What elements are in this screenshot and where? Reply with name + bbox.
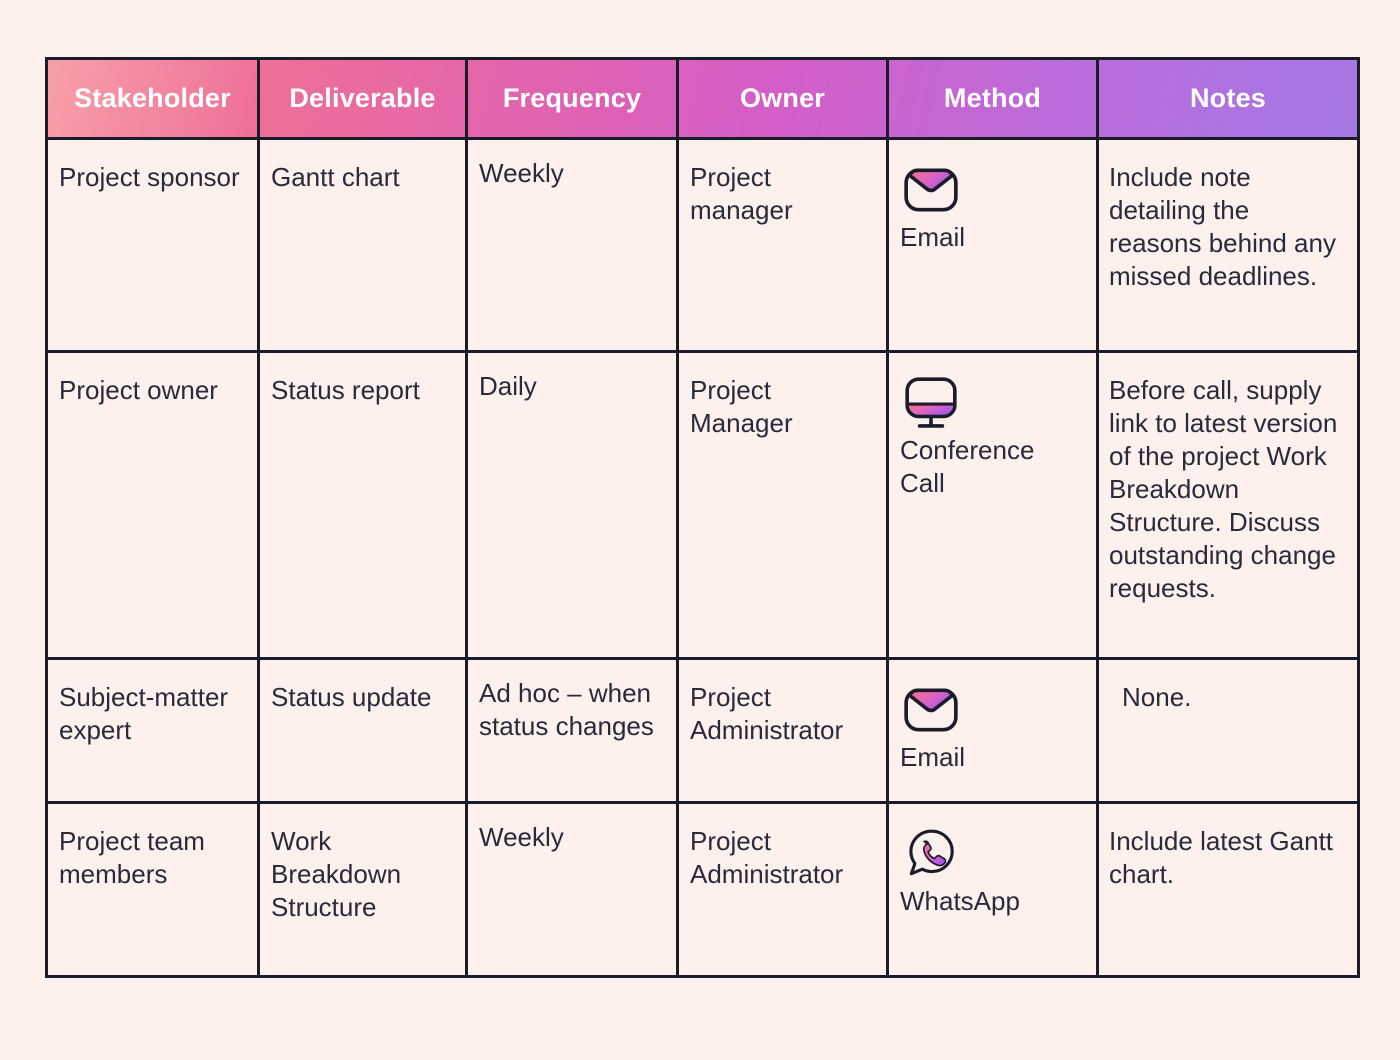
owner-cell: Project Administrator [676,801,889,978]
owner-cell: Project Manager [676,350,889,660]
header-owner: Owner [676,57,889,140]
method-label: WhatsApp [900,886,1020,916]
stakeholder-cell: Project owner [45,350,260,660]
table-header-row: Stakeholder Deliverable Frequency Owner … [45,57,1360,140]
method-label: Conference Call [900,435,1035,498]
method-label: Email [900,742,966,772]
method-label: Email [900,222,966,252]
notes-cell: Include note detailing the reasons behin… [1096,137,1360,353]
owner-cell: Project manager [676,137,889,353]
notes-cell: Before call, supply link to latest versi… [1096,350,1360,660]
notes-cell: Include latest Gantt chart. [1096,801,1360,978]
email-icon [902,681,960,739]
frequency-cell: Daily [465,350,679,660]
deliverable-cell: Gantt chart [257,137,468,353]
method-cell: Conference Call [886,350,1099,660]
deliverable-cell: Work Breakdown Structure [257,801,468,978]
email-icon [902,161,960,219]
stakeholder-cell: Project sponsor [45,137,260,353]
table-row: Subject-matter expert Status update Ad h… [45,657,1360,804]
owner-cell: Project Administrator [676,657,889,804]
header-stakeholder: Stakeholder [45,57,260,140]
whatsapp-icon [902,825,960,883]
method-cell: Email [886,137,1099,353]
frequency-cell: Weekly [465,137,679,353]
frequency-cell: Ad hoc – when status changes [465,657,679,804]
stakeholder-cell: Subject-matter expert [45,657,260,804]
header-method: Method [886,57,1099,140]
table-row: Project team members Work Breakdown Stru… [45,801,1360,978]
table-row: Project owner Status report Daily Projec… [45,350,1360,660]
deliverable-cell: Status report [257,350,468,660]
header-deliverable: Deliverable [257,57,468,140]
method-cell: Email [886,657,1099,804]
header-frequency: Frequency [465,57,679,140]
stakeholder-cell: Project team members [45,801,260,978]
communication-plan-table: Stakeholder Deliverable Frequency Owner … [45,57,1360,978]
frequency-cell: Weekly [465,801,679,978]
header-notes: Notes [1096,57,1360,140]
conference-call-icon [902,374,960,432]
method-cell: WhatsApp [886,801,1099,978]
table-row: Project sponsor Gantt chart Weekly Proje… [45,137,1360,353]
notes-cell: None. [1096,657,1360,804]
deliverable-cell: Status update [257,657,468,804]
